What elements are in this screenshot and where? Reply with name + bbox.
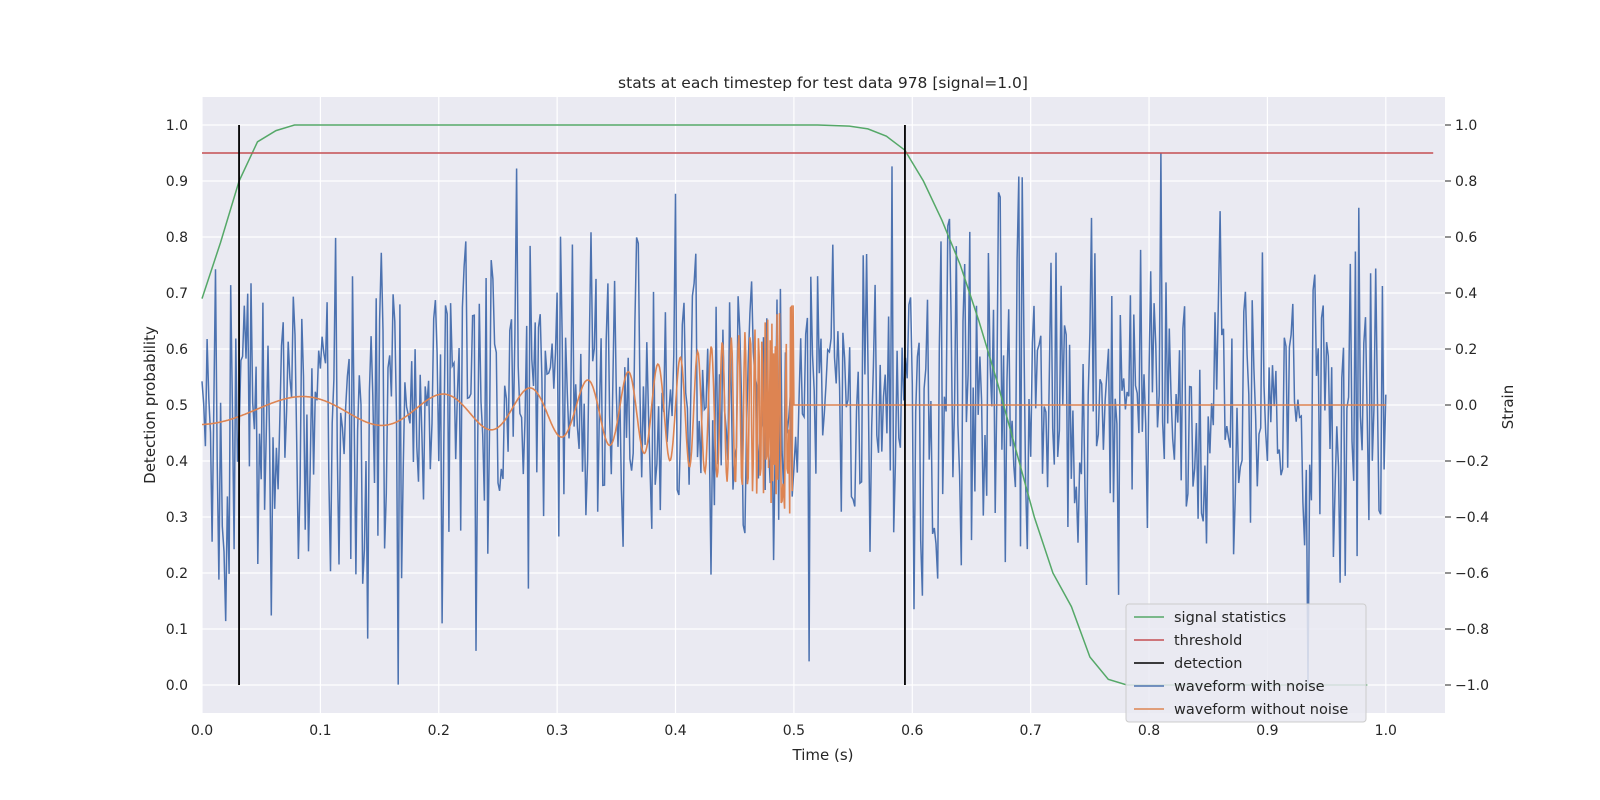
legend-label-signal-statistics: signal statistics — [1174, 610, 1286, 626]
y-tick-label: 0.1 — [166, 622, 188, 638]
y2-tick-label: −0.6 — [1455, 566, 1489, 582]
y2-tick-label: 0.2 — [1455, 342, 1477, 358]
legend-label-waveform-without-noise: waveform without noise — [1174, 702, 1348, 718]
x-tick-label: 1.0 — [1375, 723, 1397, 739]
y2-tick-label: 0.4 — [1455, 286, 1477, 302]
y-tick-label: 0.2 — [166, 566, 188, 582]
y2-tick-label: 0.0 — [1455, 398, 1477, 414]
x-tick-label: 0.7 — [1020, 723, 1042, 739]
y2-tick-label: 0.8 — [1455, 174, 1477, 190]
x-tick-label: 0.3 — [546, 723, 568, 739]
y-tick-label: 0.6 — [166, 342, 188, 358]
y2-axis-label: Strain — [1499, 385, 1517, 429]
y-tick-label: 0.3 — [166, 510, 188, 526]
y2-tick-label: −1.0 — [1455, 678, 1489, 694]
x-tick-labels: 0.0 0.1 0.2 0.3 0.4 0.5 0.6 0.7 0.8 0.9 1.0 — [191, 723, 1397, 739]
x-tick-label: 0.9 — [1256, 723, 1278, 739]
y2-tick-labels: −1.0 −0.8 −0.6 −0.4 −0.2 0.0 0.2 0.4 0.6 0.8 1.0 — [1445, 118, 1489, 694]
x-axis-label: Time (s) — [792, 746, 854, 764]
x-tick-label: 0.8 — [1138, 723, 1160, 739]
legend: signal statistics threshold detection wa… — [1125, 603, 1367, 723]
x-tick-label: 0.6 — [901, 723, 923, 739]
x-tick-label: 0.0 — [191, 723, 213, 739]
y2-tick-label: 1.0 — [1455, 118, 1477, 134]
x-tick-label: 0.1 — [309, 723, 331, 739]
x-tick-label: 0.4 — [664, 723, 686, 739]
y-tick-labels: 0.0 0.1 0.2 0.3 0.4 0.5 0.6 0.7 0.8 0.9 1.0 — [166, 118, 188, 694]
y-tick-label: 0.4 — [166, 454, 188, 470]
legend-label-waveform-with-noise: waveform with noise — [1174, 679, 1325, 695]
legend-box — [1125, 603, 1367, 723]
legend-label-detection: detection — [1174, 656, 1242, 672]
y2-tick-label: −0.4 — [1455, 510, 1489, 526]
series-waveform-without-noise — [202, 304, 1386, 514]
y-tick-label: 0.7 — [166, 286, 188, 302]
y2-tick-label: −0.2 — [1455, 454, 1489, 470]
x-tick-label: 0.2 — [428, 723, 450, 739]
chart-title: stats at each timestep for test data 978… — [618, 74, 1028, 92]
x-tick-label: 0.5 — [783, 723, 805, 739]
y-tick-label: 0.9 — [166, 174, 188, 190]
y2-tick-label: 0.6 — [1455, 230, 1477, 246]
y-tick-label: 0.8 — [166, 230, 188, 246]
y-tick-label: 0.0 — [166, 678, 188, 694]
y-tick-label: 1.0 — [166, 118, 188, 134]
y-axis-label: Detection probability — [141, 326, 159, 484]
series-layer — [201, 124, 1434, 686]
y2-tick-label: −0.8 — [1455, 622, 1489, 638]
series-waveform-with-noise — [201, 152, 1387, 686]
y-tick-label: 0.5 — [166, 398, 188, 414]
legend-label-threshold: threshold — [1174, 633, 1242, 649]
